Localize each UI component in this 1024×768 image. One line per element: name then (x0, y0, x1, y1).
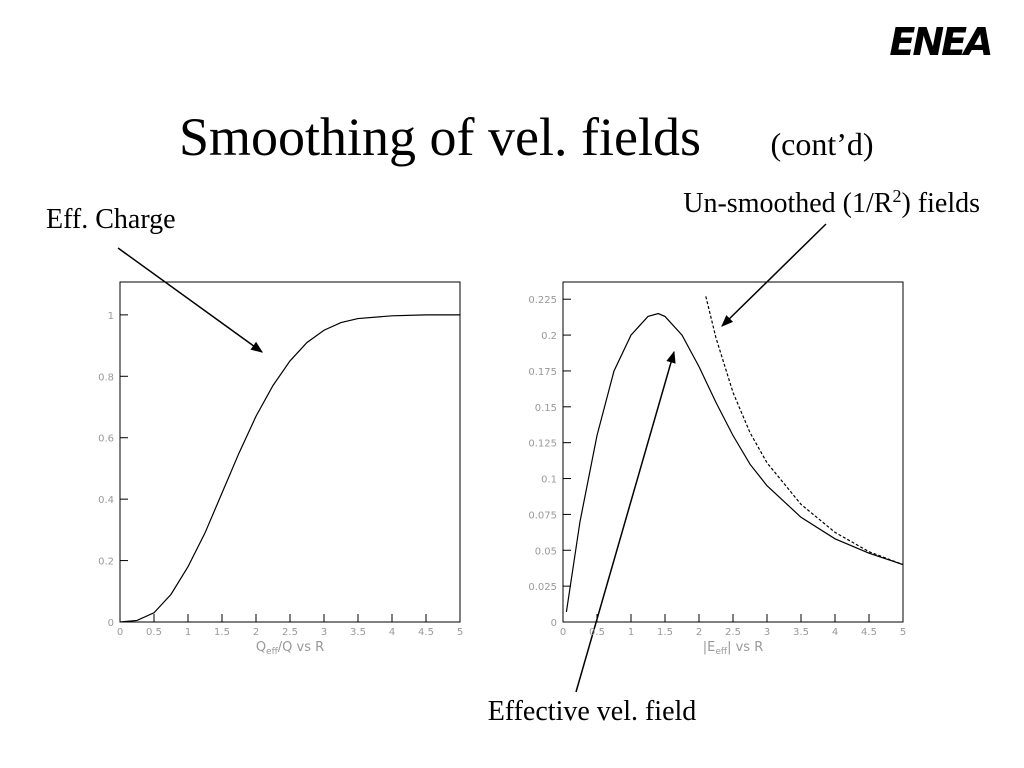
x-tick-label: 0.5 (146, 627, 162, 638)
y-tick-label: 0.1 (541, 475, 557, 486)
x-tick-label: 3.5 (793, 627, 809, 638)
x-tick-label: 0 (117, 627, 123, 638)
logo: ENEA (889, 20, 991, 64)
x-tick-label: 0 (560, 627, 566, 638)
y-tick-label: 0.175 (528, 367, 557, 378)
x-axis-label-part: |E (703, 640, 716, 655)
x-tick-label: 2 (253, 627, 259, 638)
x-axis-label-part: eff (266, 647, 279, 657)
plot-frame (562, 281, 904, 623)
x-tick-label: 2 (696, 627, 702, 638)
x-tick-label: 2.5 (725, 627, 741, 638)
y-tick-label: 0.2 (98, 557, 114, 568)
x-tick-label: 4 (832, 627, 838, 638)
x-axis-label-part: Q (256, 640, 266, 655)
slide-title: Smoothing of vel. fields (179, 107, 701, 167)
x-tick-label: 3 (764, 627, 770, 638)
annotation: Effective vel. field (488, 696, 697, 727)
y-tick-label: 0.025 (528, 582, 557, 593)
x-tick-label: 3 (321, 627, 327, 638)
x-axis-label-part: | vs R (727, 640, 763, 655)
y-tick-label: 0.15 (535, 403, 557, 414)
y-tick-label: 0 (108, 618, 114, 629)
x-axis-label: Qeff/Q vs R (256, 640, 324, 657)
x-tick-label: 1 (628, 627, 634, 638)
x-tick-label: 1.5 (214, 627, 230, 638)
y-tick-label: 0.05 (535, 546, 557, 557)
x-tick-label: 0.5 (589, 627, 605, 638)
arrow (117, 247, 263, 353)
annotation-part: Un-smoothed (1/R (683, 188, 893, 219)
y-tick-label: 0.2 (541, 331, 557, 342)
y-tick-label: 0.225 (528, 295, 557, 306)
x-tick-label: 4 (389, 627, 395, 638)
y-tick-label: 0 (551, 618, 557, 629)
annotation-part: ) fields (901, 188, 980, 219)
line-series (565, 312, 903, 613)
x-tick-label: 3.5 (350, 627, 366, 638)
annotation: Eff. Charge (46, 204, 176, 235)
x-tick-label: 1.5 (657, 627, 673, 638)
annotation-sup: 2 (892, 186, 901, 206)
y-tick-label: 0.8 (98, 372, 114, 383)
arrow (721, 223, 827, 327)
x-tick-label: 5 (457, 627, 463, 638)
y-tick-label: 0.125 (528, 439, 557, 450)
x-tick-label: 4.5 (861, 627, 877, 638)
y-tick-label: 0.4 (98, 495, 114, 506)
y-tick-label: 0.075 (528, 510, 557, 521)
line-series (120, 314, 460, 622)
annotation: Un-smoothed (1/R2) fields (683, 186, 980, 219)
plot-frame (119, 281, 461, 623)
x-axis-label: |Eeff| vs R (703, 640, 764, 657)
line-series (705, 296, 903, 566)
x-tick-label: 2.5 (282, 627, 298, 638)
x-axis-label-part: /Q vs R (278, 640, 324, 655)
x-tick-label: 4.5 (418, 627, 434, 638)
arrow (575, 350, 676, 693)
y-tick-label: 0.6 (98, 434, 114, 445)
x-tick-label: 1 (185, 627, 191, 638)
x-axis-label-part: eff (715, 647, 728, 657)
y-tick-label: 1 (108, 311, 114, 322)
slide-title-suffix: (cont’d) (770, 126, 873, 162)
x-tick-label: 5 (900, 627, 906, 638)
